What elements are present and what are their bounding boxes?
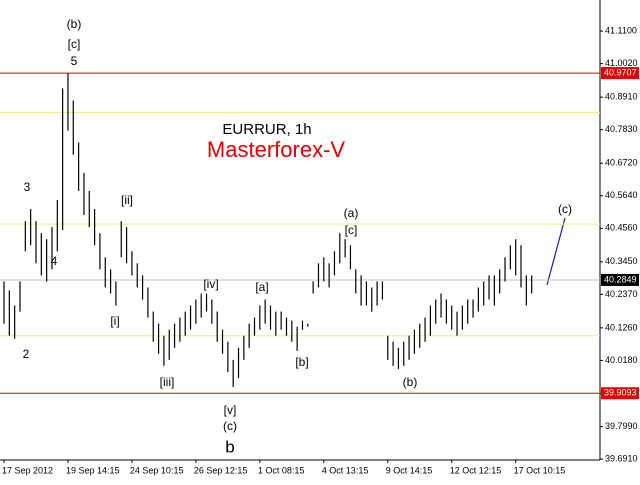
level-label-box (601, 387, 639, 400)
y-tick-label: 40.6720 (605, 158, 638, 168)
y-tick-label: 39.7990 (605, 421, 638, 431)
wave-label: [b] (295, 355, 308, 369)
y-tick-label: 41.1100 (605, 25, 637, 35)
wave-label: (b) (67, 17, 82, 31)
y-tick-label: 40.8910 (605, 92, 638, 102)
current-price-label: 40.2849 (604, 274, 637, 284)
wave-label: [i] (110, 314, 119, 328)
wave-label: [a] (255, 280, 268, 294)
wave-label: [v] (224, 403, 237, 417)
x-tick-label: 19 Sep 14:15 (66, 465, 120, 475)
y-tick-label: 40.7830 (605, 124, 638, 134)
wave-label: 4 (51, 254, 58, 268)
x-tick-label: 9 Oct 14:15 (386, 465, 433, 475)
y-tick-label: 40.1260 (605, 322, 638, 332)
y-tick-label: 40.3450 (605, 256, 638, 266)
x-tick-label: 17 Sep 2012 (2, 465, 53, 475)
y-tick-label: 40.4560 (605, 223, 638, 233)
y-tick-label: 41.0020 (605, 58, 638, 68)
y-tick-label: 40.5640 (605, 190, 638, 200)
wave-label: 5 (71, 54, 78, 68)
x-tick-label: 26 Sep 12:15 (194, 465, 248, 475)
y-tick-label: 40.0180 (605, 355, 638, 365)
wave-label: b (225, 437, 234, 456)
x-tick-label: 4 Oct 13:15 (322, 465, 369, 475)
wave-label: [c] (345, 223, 358, 237)
wave-label: (b) (403, 375, 418, 389)
wave-label: (c) (558, 202, 572, 216)
wave-label: (c) (223, 419, 237, 433)
level-label: 40.9707 (604, 67, 637, 77)
level-label-box (601, 67, 639, 80)
x-tick-label: 17 Oct 10:15 (514, 465, 566, 475)
projection-line (546, 217, 566, 286)
wave-label: [ii] (121, 193, 133, 207)
wave-label: (a) (344, 206, 359, 220)
x-tick-label: 1 Oct 08:15 (258, 465, 305, 475)
wave-label: 3 (24, 180, 31, 194)
y-tick-label: 39.6910 (605, 453, 638, 463)
wave-label: [iii] (160, 375, 175, 389)
wave-label: 2 (23, 347, 30, 361)
x-tick-label: 12 Oct 12:15 (450, 465, 502, 475)
wave-label: [c] (68, 37, 81, 51)
wave-label: [iv] (203, 277, 218, 291)
watermark: Masterforex-V (207, 137, 345, 162)
y-tick-label: 40.2370 (605, 289, 638, 299)
level-label: 39.9093 (604, 388, 637, 398)
x-tick-label: 24 Sep 10:15 (130, 465, 184, 475)
chart-title: EURRUR, 1h (222, 121, 311, 138)
current-price-box (601, 273, 639, 286)
